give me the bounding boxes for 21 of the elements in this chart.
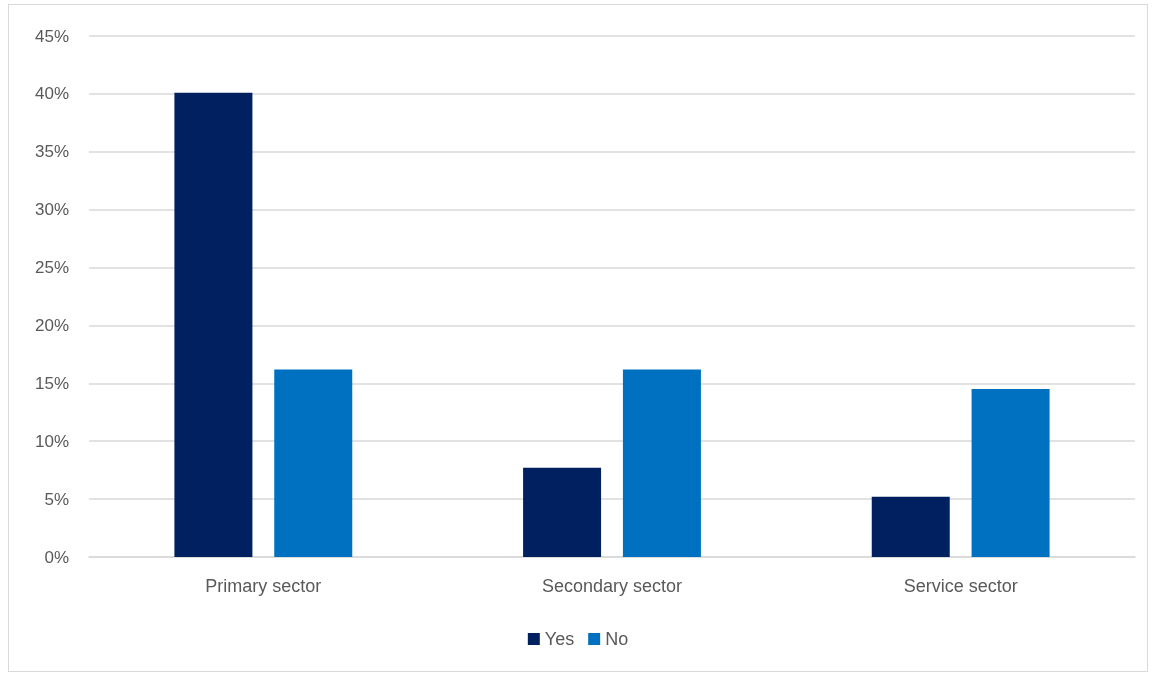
bar [971,389,1050,557]
x-tick-label: Service sector [903,576,1018,596]
y-tick-label: 30% [34,200,69,220]
bar [274,369,353,557]
bar [174,92,253,557]
y-tick-label: 0% [44,547,69,567]
y-tick-label: 10% [34,431,69,451]
y-tick-label: 5% [44,489,69,509]
y-tick-label: 25% [34,258,69,278]
y-tick-label: 35% [34,142,69,162]
y-tick-label: 45% [34,26,69,46]
bar [871,496,950,557]
bar [523,467,602,557]
bar [622,369,701,557]
y-tick-label: 40% [34,84,69,104]
x-tick-label: Primary sector [205,576,322,596]
x-tick-label: Secondary sector [541,576,683,596]
legend-label: No [605,629,629,649]
y-tick-label: 15% [34,373,69,393]
y-tick-label: 20% [34,315,69,335]
legend-label: Yes [544,629,575,649]
